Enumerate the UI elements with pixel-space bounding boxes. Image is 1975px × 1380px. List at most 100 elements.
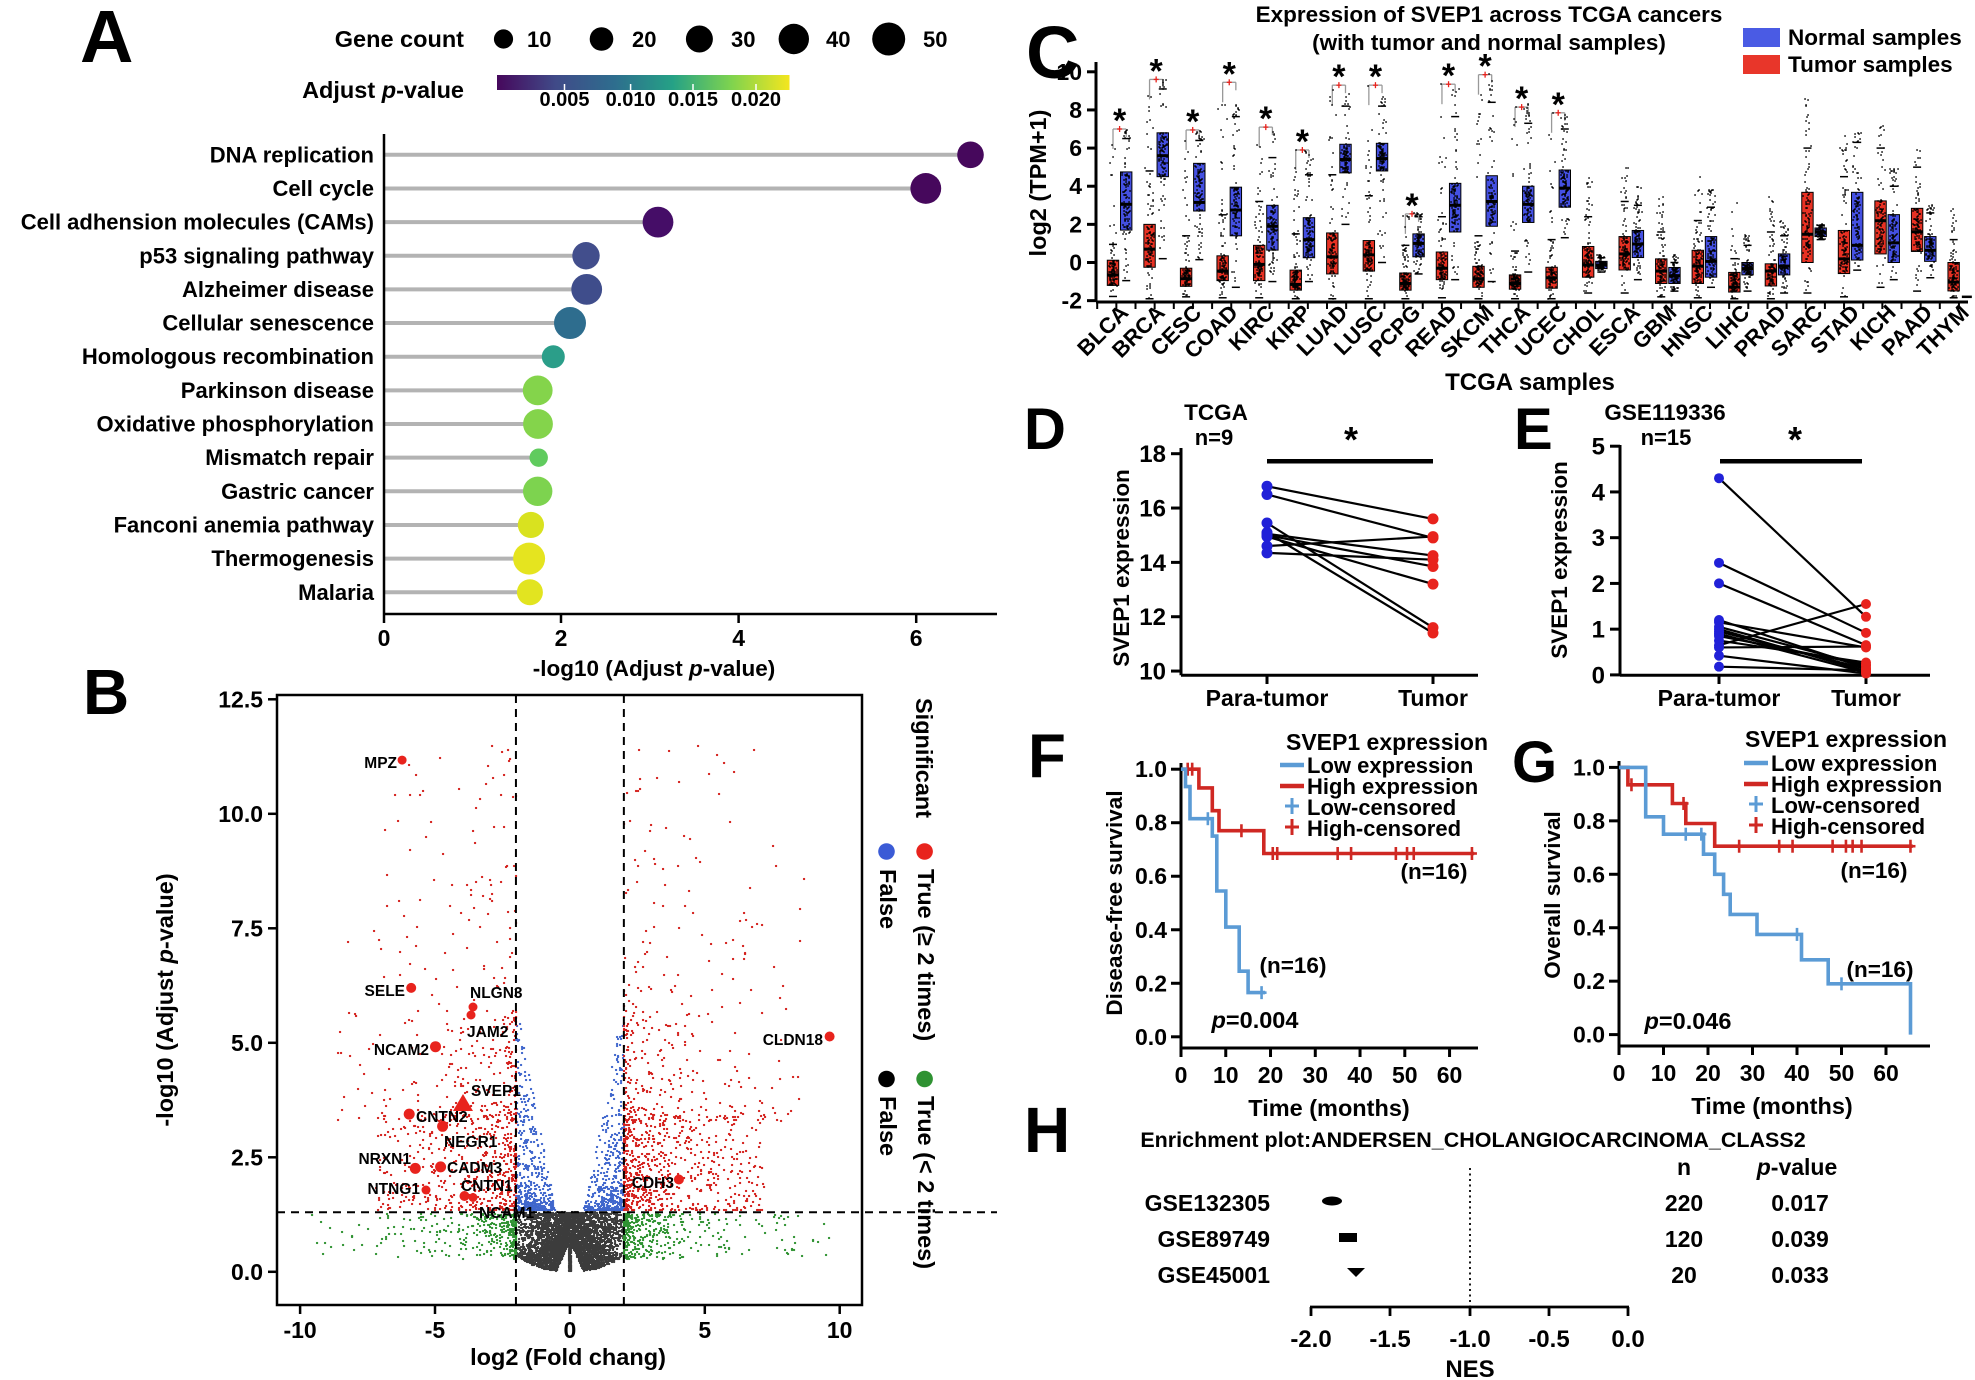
svg-text:Parkinson disease: Parkinson disease — [181, 378, 374, 403]
svg-text:CLDN18: CLDN18 — [763, 1032, 824, 1049]
svg-text:0.4: 0.4 — [1573, 915, 1605, 941]
svg-text:*: * — [1150, 52, 1164, 90]
svg-text:-10: -10 — [283, 1317, 316, 1343]
svg-text:(n=16): (n=16) — [1260, 953, 1327, 978]
svg-text:-1.5: -1.5 — [1369, 1326, 1410, 1353]
svg-text:Normal samples: Normal samples — [1788, 25, 1962, 50]
svg-text:Homologous recombination: Homologous recombination — [82, 344, 374, 369]
svg-text:10: 10 — [1213, 1062, 1239, 1088]
svg-text:Gastric cancer: Gastric cancer — [221, 479, 374, 504]
svg-text:0.033: 0.033 — [1771, 1262, 1829, 1288]
svg-text:Tumor: Tumor — [1831, 685, 1901, 711]
svg-text:*: * — [1788, 419, 1802, 460]
svg-text:0: 0 — [1175, 1062, 1188, 1088]
svg-text:B: B — [83, 656, 129, 728]
svg-text:0: 0 — [1592, 662, 1605, 689]
svg-text:MPZ: MPZ — [364, 755, 397, 772]
svg-text:False: False — [875, 869, 901, 929]
svg-text:40: 40 — [1347, 1062, 1373, 1088]
svg-text:50: 50 — [923, 27, 947, 52]
svg-text:TCGA: TCGA — [1184, 400, 1248, 425]
svg-text:5: 5 — [698, 1317, 711, 1343]
svg-text:Disease-free survival: Disease-free survival — [1102, 790, 1127, 1015]
svg-text:CADM3: CADM3 — [447, 1160, 502, 1177]
svg-text:*: * — [1223, 55, 1237, 93]
svg-text:12: 12 — [1139, 604, 1166, 631]
svg-text:2: 2 — [1592, 571, 1605, 598]
svg-text:SVEP1 expression: SVEP1 expression — [1745, 726, 1947, 752]
svg-text:*: * — [1259, 100, 1273, 138]
svg-text:NTNG1: NTNG1 — [367, 1181, 420, 1198]
svg-text:Low expression: Low expression — [1771, 751, 1937, 776]
svg-text:True (< 2 times): True (< 2 times) — [913, 1096, 939, 1269]
svg-text:10: 10 — [527, 27, 551, 52]
svg-text:Adjust p-value: Adjust p-value — [302, 77, 464, 103]
svg-text:10.0: 10.0 — [218, 801, 263, 827]
svg-text:Oxidative phosphorylation: Oxidative phosphorylation — [97, 412, 374, 437]
svg-text:1.0: 1.0 — [1573, 754, 1605, 780]
svg-text:7.5: 7.5 — [231, 915, 263, 941]
svg-text:5.0: 5.0 — [231, 1030, 263, 1056]
svg-text:*: * — [1478, 48, 1492, 86]
svg-text:60: 60 — [1437, 1062, 1463, 1088]
svg-text:A: A — [80, 0, 133, 78]
svg-text:Para-tumor: Para-tumor — [1658, 685, 1781, 711]
svg-text:TCGA samples: TCGA samples — [1445, 369, 1615, 396]
svg-text:Expression of SVEP1 across TCG: Expression of SVEP1 across TCGA cancers — [1256, 2, 1723, 27]
svg-text:SVEP1 expression: SVEP1 expression — [1109, 469, 1134, 667]
svg-text:*: * — [1113, 102, 1127, 140]
svg-text:NES: NES — [1445, 1356, 1494, 1380]
svg-text:0: 0 — [1069, 250, 1082, 276]
svg-text:Cell cycle: Cell cycle — [272, 176, 374, 201]
svg-text:NEGR1: NEGR1 — [444, 1134, 498, 1151]
svg-text:20: 20 — [1671, 1262, 1697, 1288]
svg-text:NLGN3: NLGN3 — [470, 985, 523, 1002]
svg-text:JAM2: JAM2 — [467, 1024, 508, 1041]
svg-text:SVEP1 expression: SVEP1 expression — [1547, 461, 1572, 659]
svg-text:D: D — [1024, 397, 1066, 462]
svg-text:0.6: 0.6 — [1573, 861, 1605, 887]
svg-text:40: 40 — [826, 27, 850, 52]
svg-text:DNA replication: DNA replication — [210, 142, 374, 167]
svg-text:G: G — [1512, 730, 1557, 795]
svg-text:0.005: 0.005 — [539, 89, 589, 111]
svg-text:6: 6 — [910, 625, 923, 651]
svg-text:(with tumor and normal samples: (with tumor and normal samples) — [1312, 30, 1666, 55]
svg-text:Para-tumor: Para-tumor — [1206, 685, 1329, 711]
svg-text:0.2: 0.2 — [1135, 970, 1167, 996]
svg-text:n=9: n=9 — [1195, 425, 1234, 450]
svg-text:50: 50 — [1392, 1062, 1418, 1088]
svg-text:0.015: 0.015 — [668, 89, 718, 111]
svg-text:Time (months): Time (months) — [1691, 1093, 1852, 1119]
svg-text:Significant: Significant — [911, 698, 937, 818]
svg-text:18: 18 — [1139, 441, 1166, 468]
svg-text:Malaria: Malaria — [298, 580, 375, 605]
svg-text:GSE89749: GSE89749 — [1157, 1226, 1270, 1252]
svg-text:0.6: 0.6 — [1135, 863, 1167, 889]
svg-text:2: 2 — [555, 625, 568, 651]
svg-text:120: 120 — [1665, 1226, 1703, 1252]
svg-text:n: n — [1677, 1154, 1691, 1180]
svg-text:5: 5 — [1592, 434, 1605, 461]
svg-text:Cellular senescence: Cellular senescence — [162, 311, 374, 336]
svg-text:p53 signaling pathway: p53 signaling pathway — [139, 243, 374, 268]
svg-text:0: 0 — [378, 625, 391, 651]
svg-text:0.0: 0.0 — [1611, 1326, 1644, 1353]
svg-text:SVEP1: SVEP1 — [471, 1083, 521, 1100]
svg-text:-5: -5 — [425, 1317, 446, 1343]
svg-text:12.5: 12.5 — [218, 686, 263, 712]
svg-text:-log10 (Adjust p-value): -log10 (Adjust p-value) — [152, 873, 178, 1126]
svg-text:High expression: High expression — [1771, 772, 1942, 797]
svg-text:0.0: 0.0 — [231, 1259, 263, 1285]
svg-text:4: 4 — [732, 625, 745, 651]
svg-text:16: 16 — [1139, 496, 1166, 523]
svg-text:NCAM1: NCAM1 — [479, 1205, 534, 1222]
svg-text:*: * — [1515, 80, 1529, 118]
svg-text:GSE119336: GSE119336 — [1604, 400, 1725, 425]
svg-text:Alzheimer disease: Alzheimer disease — [182, 277, 374, 302]
svg-text:10: 10 — [827, 1317, 853, 1343]
svg-text:(n=16): (n=16) — [1847, 957, 1914, 982]
svg-text:Low expression: Low expression — [1307, 753, 1473, 778]
svg-text:E: E — [1514, 397, 1553, 462]
svg-text:-2: -2 — [1062, 288, 1082, 314]
